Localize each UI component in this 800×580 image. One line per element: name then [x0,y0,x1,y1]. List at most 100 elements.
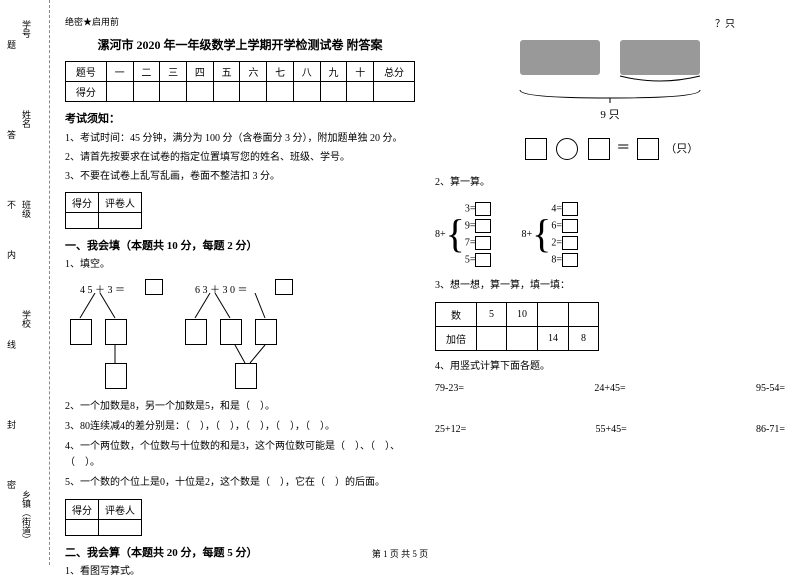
nine-label: 9 只 [435,106,785,122]
notice-item: 1、考试时间：45 分钟，满分为 100 分（含卷面分 3 分），附加题单独 2… [65,131,415,146]
right-column: ？只 9 只 ＝ （只） 2、算一算。 [435,15,785,560]
calc-item: 5= [465,254,476,265]
score-table: 题号 一 二 三 四 五 六 七 八 九 十 总分 得分 [65,61,415,102]
exam-page: 学号 姓名 班级 学校 乡镇（街道） 题 答 内 不 线 封 密 绝密★启用前 … [0,0,800,565]
question: 4、一个两位数，个位数与十位数的和是3，这个两位数可能是（ ）、（ ）、（ ）。 [65,439,415,471]
cell: 七 [267,62,294,82]
cell: 加倍 [436,326,477,350]
answer-box [220,319,242,345]
answer-box [562,219,578,233]
brace-icon: { [446,214,465,254]
question: 1、看图写算式。 [65,564,415,580]
cell: 得分 [66,82,107,102]
page-footer: 第 1 页 共 5 页 [0,547,800,560]
seal-char: 封 [5,420,18,429]
question: 2、一个加数是8，另一个加数是5，和是（ ）。 [65,399,415,415]
cell: 六 [240,62,267,82]
answer-box [235,363,257,389]
binding-label-school: 学校 [20,310,33,328]
shape-equation: ＝ （只） [435,137,785,160]
notice-item: 2、请首先按要求在试卷的指定位置填写您的姓名、班级、学号。 [65,150,415,165]
question: 5、一个数的个位上是0，十位是2，这个数是（ ），它在（ ）的后面。 [65,475,415,491]
content-area: 绝密★启用前 漯河市 2020 年一年级数学上学期开学检测试卷 附答案 题号 一… [50,0,800,565]
answer-box [185,319,207,345]
question: 3、80连续减4的差分别是：（ ），（ ），（ ），（ ），（ ）。 [65,419,415,435]
cell [538,302,569,326]
cell [569,302,599,326]
brace-block: 8+ { 4= 6= 2= 8= [521,199,577,270]
answer-box [475,202,491,216]
cell: 数 [436,302,477,326]
calc-item: 8= [551,254,562,265]
cell: 评卷人 [99,193,142,213]
calc-rows: 3= 9= 7= 5= [465,199,492,270]
question: 4、用竖式计算下面各题。 [435,359,785,375]
calc-rows: 4= 6= 2= 8= [551,199,578,270]
calc-item: 2= [551,237,562,248]
secret-label: 绝密★启用前 [65,15,415,28]
cell: 三 [160,62,187,82]
cell: 十 [347,62,374,82]
marker-table: 得分评卷人 [65,192,142,229]
cell: 题号 [66,62,107,82]
cell: 四 [187,62,214,82]
notice-item: 3、不要在试卷上乱写乱画，卷面不整洁扣 3 分。 [65,169,415,184]
cell: 14 [538,326,569,350]
calc-item: 4= [551,203,562,214]
prefix: 8+ [435,229,446,240]
calc-item: 9= [465,220,476,231]
cell: 得分 [66,193,99,213]
binding-label-id: 学号 [20,20,33,38]
cell: 5 [477,302,507,326]
answer-box [255,319,277,345]
seal-char: 不 [5,200,18,209]
exam-title: 漯河市 2020 年一年级数学上学期开学检测试卷 附答案 [65,36,415,53]
cell [477,326,507,350]
notice-title: 考试须知： [65,110,415,126]
square-shape [525,138,547,160]
equals-sign: ＝ [616,141,630,156]
prefix: 8+ [521,229,532,240]
brace-block: 8+ { 3= 9= 7= 5= [435,199,491,270]
cell: 10 [507,302,538,326]
binding-label-town: 乡镇（街道） [20,490,33,544]
answer-box [475,236,491,250]
calc-item: 95-54= [756,383,785,394]
vertical-calc-row: 25+12= 55+45= 86-71= [435,424,785,435]
cell: 八 [293,62,320,82]
calc-item: 25+12= [435,424,466,435]
unit-label: （只） [665,143,698,155]
cell [507,326,538,350]
marker-table: 得分评卷人 [65,499,142,536]
binding-column: 学号 姓名 班级 学校 乡镇（街道） 题 答 内 不 线 封 密 [0,0,50,565]
question: 1、填空。 [65,257,415,273]
answer-box [105,319,127,345]
binding-label-class: 班级 [20,200,33,218]
binding-label-name: 姓名 [20,110,33,128]
answer-box [562,236,578,250]
seal-char: 内 [5,250,18,259]
answer-box [562,202,578,216]
cell: 8 [569,326,599,350]
cell: 九 [320,62,347,82]
math-diagram: 4 5 ＋ 3 ＝ 6 3 ＋ 3 0 ＝ [65,281,415,391]
brace-icon [510,88,710,103]
cell: 评卷人 [99,500,142,520]
question-mark-label: ？只 [435,15,785,30]
vertical-calc-row: 79-23= 24+45= 95-54= [435,383,785,394]
seal-char: 答 [5,130,18,139]
branch-lines [100,345,140,365]
table-row: 加倍 14 8 [436,326,599,350]
calc-item: 3= [465,203,476,214]
cell: 得分 [66,500,99,520]
answer-box [70,319,92,345]
cell: 二 [133,62,160,82]
brace-icon: { [532,214,551,254]
calc-group: 8+ { 3= 9= 7= 5= 8+ { 4= 6= 2= [435,199,785,270]
seal-char: 密 [5,480,18,489]
table-row: 数 5 10 [436,302,599,326]
table-row: 题号 一 二 三 四 五 六 七 八 九 十 总分 [66,62,415,82]
cell: 一 [106,62,133,82]
seal-char: 线 [5,340,18,349]
question: 2、算一算。 [435,175,785,191]
